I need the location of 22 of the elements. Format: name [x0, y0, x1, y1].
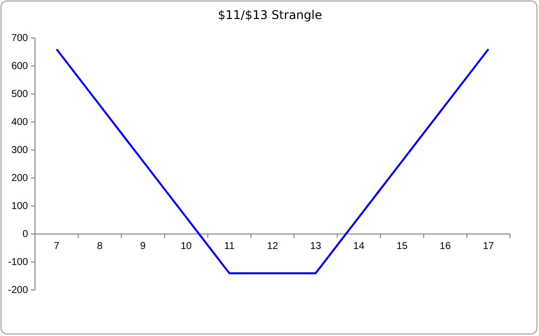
x-tick-label: 9 [140, 241, 146, 252]
y-tick-label: -200 [8, 285, 28, 296]
x-tick-label: 17 [482, 241, 494, 252]
x-tick-label: 8 [96, 241, 103, 252]
y-tick-label: -100 [8, 257, 28, 268]
x-tick-label: 10 [180, 241, 192, 252]
x-tick-label: 12 [266, 241, 278, 252]
x-tick-label: 11 [224, 241, 235, 252]
y-tick-label: 400 [11, 117, 28, 128]
chart-title: $11/$13 Strangle [218, 8, 322, 22]
x-tick-label: 13 [310, 241, 322, 252]
x-tick-label: 15 [396, 241, 408, 252]
y-tick-label: 700 [11, 33, 28, 44]
x-tick-label: 16 [440, 241, 452, 252]
y-tick-label: 100 [11, 201, 28, 212]
y-tick-label: 500 [11, 89, 28, 100]
y-tick-label: 600 [11, 61, 28, 72]
y-tick-label: 300 [11, 145, 28, 156]
y-tick-label: 0 [22, 229, 28, 240]
x-tick-label: 14 [353, 241, 365, 252]
y-tick-label: 200 [11, 173, 28, 184]
x-tick-label: 7 [54, 241, 60, 252]
